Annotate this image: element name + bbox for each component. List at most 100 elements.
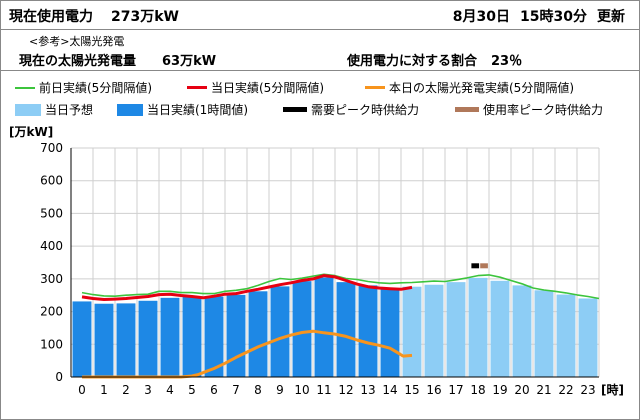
usage-value: 273万kW	[111, 9, 179, 25]
x-tick-label: 13	[360, 383, 375, 397]
legend-swatch-today-5min	[187, 86, 207, 89]
legend-label: 使用率ピーク時供給力	[483, 103, 604, 117]
x-tick-label: 9	[276, 383, 284, 397]
y-tick-label: 400	[40, 239, 63, 253]
x-tick-label: 4	[166, 383, 174, 397]
y-tick-label: 100	[40, 337, 63, 351]
update-date: 8月30日	[452, 9, 511, 25]
x-tick-label: 3	[144, 383, 152, 397]
x-tick-label: 23	[580, 383, 595, 397]
legend-swatch-solar	[365, 86, 385, 89]
five-minute-lines	[81, 263, 600, 379]
bar-today_hourly	[292, 281, 312, 377]
bar-forecast	[534, 290, 554, 377]
legend-swatch-forecast	[15, 103, 41, 116]
bar-forecast	[468, 277, 488, 377]
x-tick-label: 6	[210, 383, 218, 397]
x-tick-label: 7	[232, 383, 240, 397]
series-line-prev_day	[81, 273, 600, 300]
legend-label: 需要ピーク時供給力	[311, 103, 420, 117]
x-tick-label: 21	[536, 383, 551, 397]
x-tick-label: 22	[558, 383, 573, 397]
x-tick-label: 16	[426, 383, 441, 397]
bar-today_hourly	[72, 301, 92, 377]
x-tick-label: 8	[254, 383, 262, 397]
update-time: 15時30分	[520, 9, 587, 25]
bar-today_hourly	[182, 296, 202, 377]
x-tick-label: 14	[382, 383, 397, 397]
legend-today-5min: 当日実績(5分間隔値)	[187, 79, 324, 96]
legend-swatch-demand-peak	[283, 107, 307, 112]
bar-today_hourly	[314, 277, 334, 377]
y-tick-label: 0	[55, 370, 63, 384]
bar-forecast	[556, 294, 576, 377]
bar-today_hourly	[358, 285, 378, 377]
x-tick-label: 0	[78, 383, 86, 397]
legend-label: 前日実績(5分間隔値)	[39, 81, 152, 95]
legend-swatch-usage-peak	[455, 107, 479, 112]
bar-today_hourly	[336, 282, 356, 377]
x-tick-label: 1	[100, 383, 108, 397]
x-unit-label: [時]	[601, 382, 624, 397]
legend-today-hourly: 当日実績(1時間値)	[117, 101, 248, 118]
bar-forecast	[578, 298, 598, 377]
current-usage: 現在使用電力 273万kW	[9, 6, 179, 26]
legend-swatch-prev-day	[15, 86, 35, 89]
y-unit-label: [万kW]	[9, 125, 53, 139]
x-tick-label: 17	[448, 383, 463, 397]
bar-today_hourly	[116, 303, 136, 377]
ratio-label: 使用電力に対する割合	[347, 54, 478, 69]
solar-value: 63万kW	[162, 54, 217, 69]
solar-ratio: 使用電力に対する割合 23％	[347, 50, 522, 69]
hourly-bars	[72, 277, 598, 377]
y-tick-label: 600	[40, 174, 63, 188]
series-line-solar	[82, 329, 413, 379]
x-tick-label: 2	[122, 383, 130, 397]
bar-today_hourly	[204, 296, 224, 377]
solar-summary: <参考>太陽光発電 現在の太陽光発電量 63万kW 使用電力に対する割合 23％	[1, 30, 639, 71]
bar-forecast	[424, 284, 444, 377]
bar-today_hourly	[248, 291, 268, 377]
solar-label: 現在の太陽光発電量	[19, 54, 137, 69]
bar-forecast	[402, 286, 422, 377]
bar-forecast	[490, 280, 510, 377]
x-tick-label: 15	[404, 383, 419, 397]
update-timestamp: 8月30日 15時30分 更新	[443, 6, 625, 26]
bar-today_hourly	[94, 303, 114, 377]
ratio-value: 23％	[491, 54, 523, 69]
legend-prev-day: 前日実績(5分間隔値)	[15, 79, 152, 96]
usage-label: 現在使用電力	[9, 9, 93, 25]
legend-label: 当日実績(5分間隔値)	[211, 81, 324, 95]
x-tick-label: 18	[470, 383, 485, 397]
bar-today_hourly	[380, 288, 400, 377]
legend-forecast: 当日予想	[15, 101, 93, 118]
x-tick-label: 5	[188, 383, 196, 397]
bar-today_hourly	[160, 297, 180, 377]
y-tick-label: 700	[40, 141, 63, 155]
grid-lines	[70, 147, 600, 378]
legend-usage-peak: 使用率ピーク時供給力	[455, 101, 603, 118]
bar-today_hourly	[226, 294, 246, 377]
bar-forecast	[446, 282, 466, 377]
update-label: 更新	[597, 9, 625, 25]
chart-legend: 前日実績(5分間隔値) 当日実績(5分間隔値) 本日の太陽光発電実績(5分間隔値…	[15, 79, 635, 123]
solar-output: 現在の太陽光発電量 63万kW	[19, 50, 216, 69]
x-tick-label: 10	[294, 383, 309, 397]
usage-header: 現在使用電力 273万kW 8月30日 15時30分 更新	[1, 1, 639, 30]
bar-today_hourly	[138, 300, 158, 377]
legend-label: 本日の太陽光発電実績(5分間隔値)	[389, 81, 574, 95]
series-line-today_5min	[81, 274, 413, 301]
y-tick-label: 200	[40, 305, 63, 319]
bar-forecast	[512, 285, 532, 377]
solar-note: <参考>太陽光発電	[29, 35, 125, 48]
x-tick-label: 19	[492, 383, 507, 397]
legend-solar: 本日の太陽光発電実績(5分間隔値)	[365, 79, 574, 96]
legend-label: 当日予想	[45, 103, 94, 117]
x-tick-label: 12	[338, 383, 353, 397]
y-tick-label: 500	[40, 206, 63, 220]
bar-today_hourly	[270, 286, 290, 377]
x-tick-label: 11	[316, 383, 331, 397]
